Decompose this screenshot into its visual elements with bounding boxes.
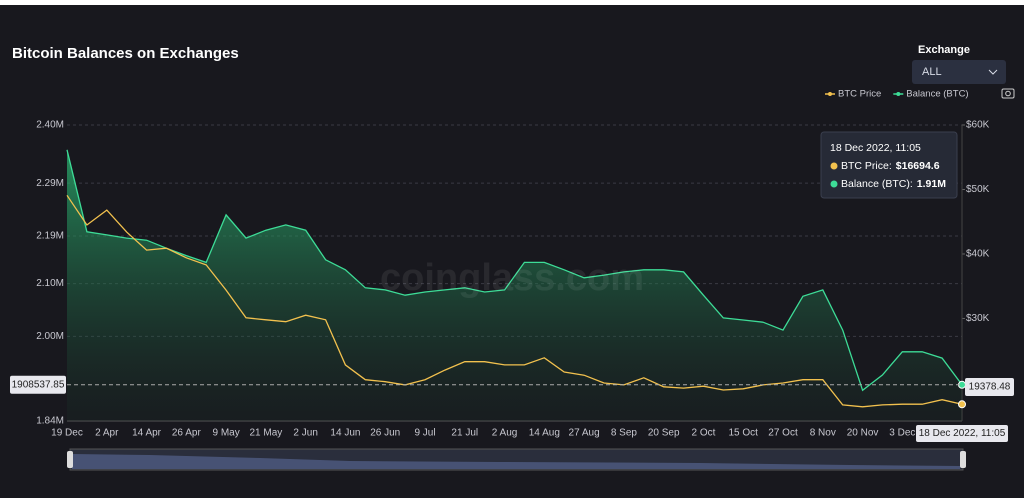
x-tick-label: 2 Apr bbox=[95, 428, 119, 439]
tooltip-value: 1.91M bbox=[917, 178, 946, 190]
x-tick-label: 27 Oct bbox=[768, 428, 798, 439]
crosshair-y2-label: 19378.48 bbox=[969, 382, 1011, 393]
x-tick-label: 20 Sep bbox=[648, 428, 680, 439]
tooltip: 18 Dec 2022, 11:05 BTC Price: $16694.6 Bala… bbox=[820, 131, 958, 199]
x-tick-label: 9 May bbox=[212, 428, 239, 439]
crosshair-y-label: 1908537.85 bbox=[12, 379, 65, 390]
x-tick-label: 21 Jul bbox=[451, 428, 478, 439]
tooltip-box bbox=[820, 131, 958, 199]
legend-dot bbox=[828, 92, 832, 96]
x-tick-label: 2 Oct bbox=[691, 428, 715, 439]
filter-label: Exchange bbox=[918, 44, 970, 56]
x-tick-label: 8 Nov bbox=[810, 428, 836, 439]
y2-tick-label: $50K bbox=[966, 184, 990, 195]
area bbox=[67, 149, 962, 422]
y2-tick-label: $60K bbox=[966, 120, 990, 131]
x-tick-label: 14 Apr bbox=[132, 428, 162, 439]
line bbox=[66, 149, 963, 392]
legend-label: Balance (BTC) bbox=[906, 89, 968, 100]
top-strip bbox=[0, 0, 1024, 5]
tooltip-label: Balance (BTC): bbox=[841, 178, 913, 190]
x-tick-label: 27 Aug bbox=[569, 428, 600, 439]
x-tick-label: 9 Jul bbox=[414, 428, 435, 439]
x-tick-label: 26 Apr bbox=[172, 428, 202, 439]
dropdown-value: ALL bbox=[922, 66, 942, 78]
x-tick-label: 14 Jun bbox=[330, 428, 360, 439]
y2-tick-label: $30K bbox=[966, 313, 990, 324]
camera-icon[interactable] bbox=[1001, 88, 1015, 99]
line bbox=[66, 194, 963, 408]
x-tick-label: 2 Aug bbox=[492, 428, 518, 439]
y-tick-label: 1.84M bbox=[36, 416, 64, 427]
x-tick-label: 26 Jun bbox=[370, 428, 400, 439]
x-tick-label: 21 May bbox=[249, 428, 282, 439]
tooltip-title: 18 Dec 2022, 11:05 bbox=[830, 142, 921, 154]
watermark: coinglass.com bbox=[380, 257, 644, 299]
y-tick-label: 2.00M bbox=[36, 331, 64, 342]
y-tick-label: 2.10M bbox=[36, 278, 64, 289]
y-tick-label: 2.19M bbox=[36, 231, 64, 242]
legend-label: BTC Price bbox=[838, 89, 881, 100]
plot-area bbox=[66, 124, 966, 422]
y-tick-label: 2.29M bbox=[36, 178, 64, 189]
x-tick-label: 8 Sep bbox=[611, 428, 638, 439]
chart-title: Bitcoin Balances on Exchanges bbox=[12, 45, 239, 62]
dropdown-caret bbox=[988, 69, 998, 75]
navigator bbox=[67, 448, 966, 471]
tooltip-dot bbox=[830, 162, 838, 170]
crosshair-label-box bbox=[965, 377, 1014, 396]
tooltip-dot bbox=[830, 180, 838, 188]
x-tick-label: 19 Dec bbox=[51, 428, 83, 439]
y-tick-label: 2.40M bbox=[36, 120, 64, 131]
crosshair-x-label: 18 Dec 2022, 11:05 bbox=[919, 428, 1006, 439]
crosshair-label-box bbox=[10, 375, 66, 394]
x-tick-label: 14 Aug bbox=[529, 428, 560, 439]
end-point bbox=[958, 400, 966, 409]
x-tick-label: 3 Dec bbox=[889, 428, 915, 439]
dropdown[interactable] bbox=[912, 60, 1006, 84]
crosshair-x-box bbox=[916, 425, 1008, 442]
legend-dot bbox=[896, 92, 901, 96]
x-tick-label: 2 Jun bbox=[293, 428, 317, 439]
y2-tick-label: $40K bbox=[966, 249, 990, 260]
x-tick-label: 20 Nov bbox=[847, 428, 879, 439]
tooltip-label: BTC Price: bbox=[841, 160, 892, 172]
tooltip-value: $16694.6 bbox=[896, 160, 940, 172]
x-tick-label: 15 Oct bbox=[728, 428, 758, 439]
